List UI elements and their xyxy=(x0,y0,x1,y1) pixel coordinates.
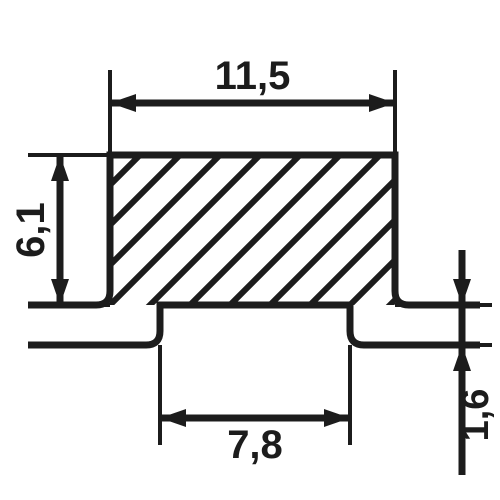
dimension-value: 1,6 xyxy=(455,389,497,442)
dimension-value: 6,1 xyxy=(9,202,53,258)
technical-cross-section: 11,5 7,8 6,1 1,6 xyxy=(0,0,500,500)
dimension-value: 7,8 xyxy=(227,423,283,467)
dimension-value: 11,5 xyxy=(215,54,291,98)
profile-outline xyxy=(28,155,480,345)
